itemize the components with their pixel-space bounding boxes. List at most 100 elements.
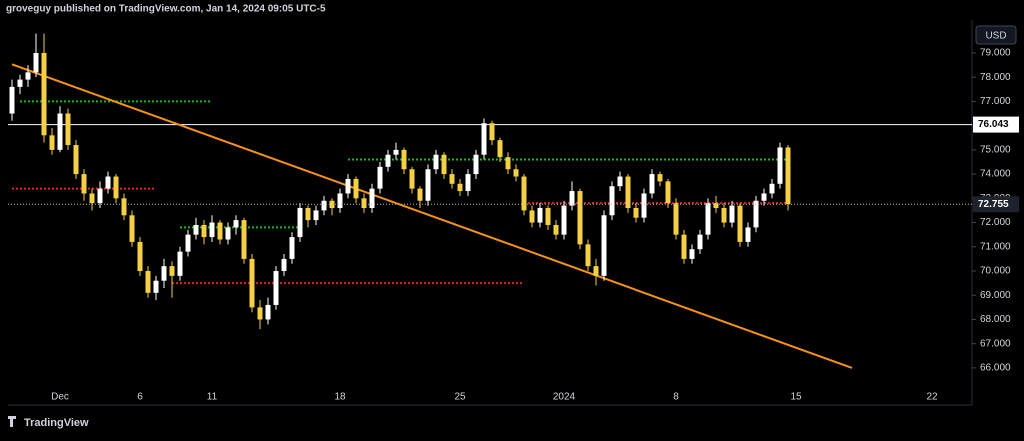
candle-body — [689, 249, 695, 259]
candle-body — [729, 205, 735, 223]
candle-body — [545, 208, 551, 225]
candle-body — [33, 52, 39, 73]
candle-body — [113, 176, 119, 199]
candle-body — [425, 169, 431, 201]
candle-body — [577, 191, 583, 245]
candle-body — [321, 200, 327, 211]
candle-body — [9, 86, 15, 114]
x-tick-label: 8 — [673, 392, 679, 403]
candle-body — [569, 191, 575, 206]
candle-body — [177, 251, 183, 276]
candle-body — [673, 203, 679, 235]
candle-body — [473, 154, 479, 175]
candle-body — [409, 169, 415, 189]
candle-body — [369, 188, 375, 209]
y-tick-label: 77.000 — [980, 96, 1011, 107]
candle-body — [489, 123, 495, 141]
candle-body — [57, 113, 63, 150]
candle-body — [521, 176, 527, 211]
candle-body — [513, 169, 519, 177]
candle-body — [241, 220, 247, 259]
candle-body — [705, 203, 711, 235]
candle-body — [777, 147, 783, 184]
candle-body — [337, 193, 343, 209]
y-tick-label: 74.000 — [980, 169, 1011, 180]
candle-body — [721, 208, 727, 223]
candle-body — [41, 52, 47, 136]
candle-body — [73, 145, 79, 175]
x-tick-label: Dec — [51, 392, 69, 403]
candle-body — [233, 220, 239, 228]
candle-body — [737, 205, 743, 242]
candle-body — [153, 280, 159, 293]
candle-body — [593, 266, 599, 276]
candle-body — [497, 140, 503, 158]
candle-body — [697, 234, 703, 250]
y-tick-label: 72.000 — [980, 217, 1011, 228]
candle-body — [209, 222, 215, 238]
candle-body — [745, 227, 751, 242]
currency-box — [975, 25, 1017, 45]
candle-body — [97, 188, 103, 204]
candle-body — [201, 224, 207, 238]
candle-body — [377, 166, 383, 189]
candle-body — [665, 181, 671, 204]
candle-body — [313, 210, 319, 221]
candle-body — [433, 154, 439, 170]
y-tick-label: 78.000 — [980, 72, 1011, 83]
y-tick-label: 71.000 — [980, 241, 1011, 252]
x-tick-label: 18 — [334, 392, 346, 403]
candle-body — [161, 266, 167, 281]
x-tick-label: 25 — [454, 392, 466, 403]
candle-body — [553, 224, 559, 235]
candle-body — [289, 237, 295, 259]
candle-body — [297, 208, 303, 238]
candle-body — [193, 224, 199, 235]
header: groveguy published on TradingView.com, J… — [6, 4, 326, 15]
candle-body — [505, 157, 511, 170]
candle-body — [225, 227, 231, 240]
candle-body — [105, 176, 111, 189]
candle-body — [169, 266, 175, 276]
y-tick-label: 70.000 — [980, 266, 1011, 277]
candle-body — [633, 208, 639, 218]
brand: TradingView — [24, 417, 89, 429]
candle-body — [585, 244, 591, 267]
trendline — [11, 63, 853, 369]
candle-body — [65, 113, 71, 146]
candle-body — [249, 258, 255, 308]
candle-body — [257, 307, 263, 320]
candle-body — [17, 79, 23, 87]
candle-body — [609, 186, 615, 216]
price-line-box — [973, 116, 1019, 133]
candle-body — [137, 241, 143, 272]
y-tick-label: 66.000 — [980, 363, 1011, 374]
price-line-label: 76.043 — [978, 119, 1009, 130]
candle-body — [417, 188, 423, 201]
candle-body — [385, 154, 391, 167]
candle-body — [89, 193, 95, 204]
candle-body — [129, 215, 135, 242]
candle-body — [393, 149, 399, 155]
candle-body — [305, 208, 311, 221]
y-tick-label: 79.000 — [980, 48, 1011, 59]
candle-body — [681, 234, 687, 259]
candle-body — [361, 198, 367, 209]
candle-body — [25, 72, 31, 80]
candle-body — [265, 304, 271, 320]
candle-body — [649, 174, 655, 194]
candle-body — [49, 135, 55, 150]
candle-body — [273, 271, 279, 305]
candle-body — [345, 178, 351, 194]
candle-body — [785, 147, 791, 205]
x-tick-label: 11 — [207, 392, 218, 403]
candle-body — [121, 198, 127, 216]
x-tick-label: 6 — [137, 392, 143, 403]
candle-body — [561, 205, 567, 235]
y-tick-label: 75.000 — [980, 145, 1011, 156]
x-tick-label: 2024 — [553, 392, 576, 403]
candle-body — [713, 203, 719, 209]
